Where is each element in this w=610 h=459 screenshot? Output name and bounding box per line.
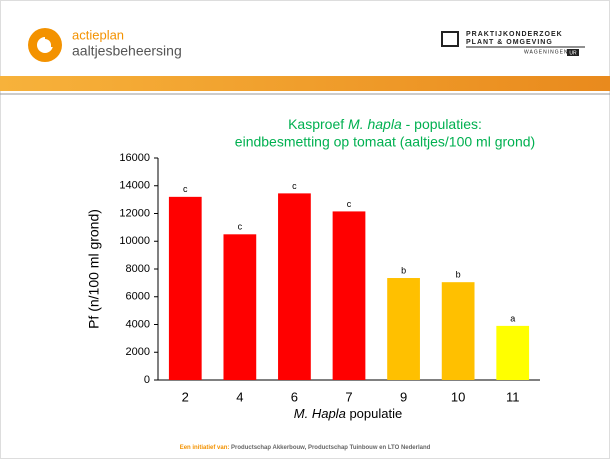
y-tick-label: 12000 [119, 207, 150, 219]
bar [168, 196, 202, 380]
y-tick-label: 6000 [126, 291, 150, 303]
x-tick-label: 11 [506, 389, 520, 404]
title-part: M. hapla [348, 116, 402, 132]
y-tick-label: 2000 [126, 346, 150, 358]
chart-title: eindbesmetting op tomaat (aaltjes/100 ml… [235, 134, 535, 150]
footer-lead: Een initiatief van: [180, 445, 230, 451]
y-tick-label: 10000 [119, 235, 150, 247]
footer-text: Productschap Akkerbouw, Productschap Tui… [231, 445, 431, 451]
logo-text: actieplan [72, 27, 124, 42]
y-axis-label: Pf (n/100 ml grond) [86, 209, 102, 329]
x-tick-label: 9 [400, 389, 407, 404]
bar-annotation: c [183, 184, 188, 194]
bar-annotation: c [347, 199, 352, 209]
bar-annotation: a [510, 313, 515, 323]
y-tick-label: 16000 [119, 152, 150, 164]
bar [441, 282, 475, 380]
partner-text: PLANT & OMGEVING [466, 39, 553, 46]
y-tick-label: 14000 [119, 180, 150, 192]
x-axis-label: M. Hapla populatie [294, 406, 402, 421]
x-label-part: M. Hapla [294, 406, 346, 421]
bar-annotation: b [401, 265, 406, 275]
partner-icon [441, 31, 459, 47]
partner-text: WAGENINGEN [524, 49, 569, 55]
bar [387, 278, 420, 380]
chart-title: Kasproef M. hapla - populaties: [288, 116, 482, 132]
y-tick-label: 4000 [126, 318, 150, 330]
x-tick-label: 10 [451, 389, 465, 404]
footer: Een initiatief van: Productschap Akkerbo… [180, 445, 431, 451]
title-part: Kasproef [288, 116, 344, 132]
bar-annotation: c [292, 181, 297, 191]
x-tick-label: 7 [345, 389, 352, 404]
logo-swirl [44, 35, 60, 47]
x-tick-label: 2 [182, 389, 189, 404]
logo-hole [37, 37, 53, 53]
x-tick-label: 4 [236, 389, 243, 404]
y-tick-label: 0 [144, 374, 150, 386]
bar [332, 211, 366, 380]
header-band [0, 76, 610, 91]
x-tick-label: 6 [291, 389, 298, 404]
bar-annotation: c [238, 222, 243, 232]
y-tick-label: 8000 [126, 263, 150, 275]
x-label-part: populatie [349, 406, 402, 421]
partner-mark-bg [567, 49, 579, 56]
partner-text: UR [569, 50, 577, 56]
bar [223, 234, 257, 380]
partner-text: PRAKTIJKONDERZOEK [466, 31, 563, 38]
logo-text: aaltjesbeheersing [72, 43, 182, 59]
title-part: - populaties: [406, 116, 482, 132]
bar [278, 193, 311, 380]
bar-annotation: b [456, 270, 461, 280]
bar [496, 325, 530, 380]
